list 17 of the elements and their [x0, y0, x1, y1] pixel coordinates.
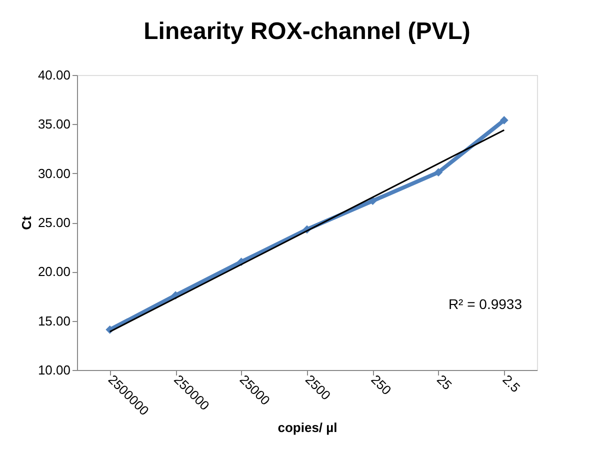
x-tick-label: 250: [368, 372, 394, 398]
y-tick-label: 30.00: [38, 166, 70, 181]
chart-title: Linearity ROX-channel (PVL): [144, 18, 470, 45]
y-tick-label: 25.00: [38, 215, 70, 230]
y-tick-label: 10.00: [38, 362, 70, 378]
y-axis-title: Ct: [18, 215, 34, 230]
x-tick-label: 2.5: [500, 372, 524, 396]
point: [368, 196, 377, 206]
y-tick-label: 40.00: [38, 68, 70, 82]
x-axis-title: copies/ µl: [278, 420, 338, 436]
y-tick-label: 15.00: [38, 313, 70, 328]
point: [500, 116, 508, 124]
y-tick-label: 20.00: [38, 264, 70, 280]
annotation: R² = 0.9933: [448, 296, 522, 312]
x-tick-label: 25: [434, 372, 455, 393]
point: [434, 168, 443, 177]
y-tick-label: 35.00: [38, 116, 70, 132]
